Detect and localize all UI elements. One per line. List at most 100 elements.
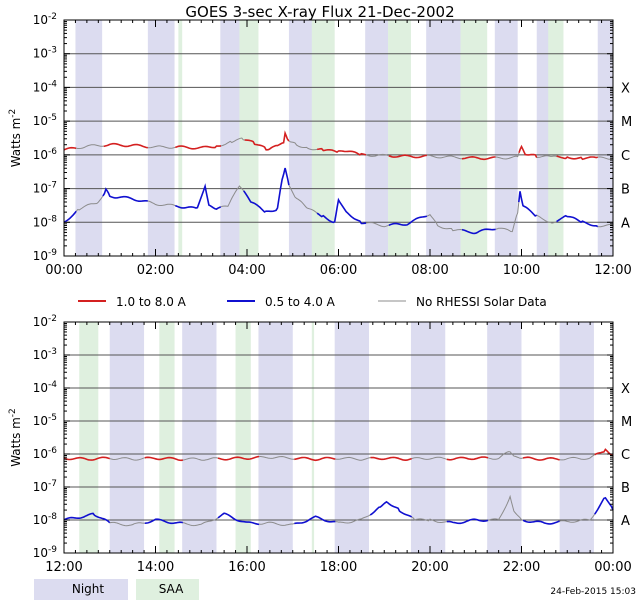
y-tick-label: 10-4 xyxy=(33,380,58,395)
y-tick-label-exponent: -9 xyxy=(48,545,57,555)
y-tick-label-base: 10 xyxy=(33,546,48,560)
series-line-no-rhessi xyxy=(597,156,614,160)
series-line-no-rhessi xyxy=(259,455,295,460)
night-band xyxy=(75,20,103,256)
top-panel-y-axis-label-superscript: -2 xyxy=(8,109,18,118)
x-tick-label: 00:00 xyxy=(594,560,631,575)
series-line-no-rhessi xyxy=(426,154,463,160)
legend-label-no-rhessi: No RHESSI Solar Data xyxy=(416,295,547,309)
saa-band xyxy=(239,20,259,256)
saa-legend-label: SAA xyxy=(159,582,184,596)
series-line-no-rhessi xyxy=(335,514,371,524)
series-line-no-rhessi xyxy=(182,517,219,527)
series-line-short-channel xyxy=(369,500,413,518)
legend-item-long-channel: 1.0 to 8.0 A xyxy=(78,295,187,309)
x-tick-label: 16:00 xyxy=(228,560,265,575)
saa-band xyxy=(311,322,315,553)
y-tick-label-exponent: -4 xyxy=(48,380,57,390)
y-tick-label-base: 10 xyxy=(33,348,48,362)
series-line-long-channel xyxy=(316,147,367,156)
y-tick-label-base: 10 xyxy=(33,114,48,128)
series-line-long-channel xyxy=(461,155,496,161)
flare-class-label: X xyxy=(621,81,630,96)
y-tick-label-exponent: -4 xyxy=(48,79,57,89)
legend: 1.0 to 8.0 A 0.5 to 4.0 A No RHESSI Sola… xyxy=(78,295,547,309)
x-tick-label: 22:00 xyxy=(503,560,540,575)
series-line-no-rhessi xyxy=(109,457,145,461)
night-band xyxy=(494,20,518,256)
y-tick-label-base: 10 xyxy=(33,47,48,61)
series-line-long-channel xyxy=(594,448,614,457)
y-tick-label: 10-7 xyxy=(33,181,57,196)
saa-band xyxy=(548,20,564,256)
series-line-no-rhessi xyxy=(487,451,524,460)
y-tick-label: 10-5 xyxy=(33,113,57,128)
series-line-long-channel xyxy=(522,456,560,461)
y-tick-label: 10-3 xyxy=(33,347,57,362)
y-tick-label-exponent: -2 xyxy=(48,12,57,22)
y-tick-label-exponent: -5 xyxy=(48,113,57,123)
series-line-long-channel xyxy=(556,155,599,161)
y-tick-label-exponent: -3 xyxy=(48,347,57,357)
series-line-short-channel xyxy=(243,167,290,213)
flare-class-label: M xyxy=(621,115,632,130)
night-band xyxy=(597,20,613,256)
series-line-long-channel xyxy=(388,154,428,159)
y-tick-label-base: 10 xyxy=(33,215,48,229)
x-tick-label: 08:00 xyxy=(411,263,448,278)
saa-legend-swatch xyxy=(136,579,199,600)
night-band xyxy=(109,322,145,553)
top-panel-series xyxy=(63,130,614,235)
flare-class-label: A xyxy=(621,216,630,231)
x-tick-label: 00:00 xyxy=(45,263,82,278)
bottom-panel-y-axis-label-superscript: -2 xyxy=(8,408,18,417)
flare-class-label: M xyxy=(621,415,632,430)
series-line-no-rhessi xyxy=(147,200,176,207)
series-line-long-channel xyxy=(63,456,111,461)
series-line-no-rhessi xyxy=(559,513,596,523)
top-panel-frame xyxy=(63,19,614,257)
y-tick-label-base: 10 xyxy=(33,381,48,395)
y-tick-label: 10-7 xyxy=(33,479,57,494)
x-tick-label: 20:00 xyxy=(411,560,448,575)
series-line-long-channel xyxy=(446,456,489,461)
chart-title: GOES 3-sec X-ray Flux 21-Dec-2002 xyxy=(185,3,454,21)
y-tick-label-base: 10 xyxy=(33,249,48,263)
series-line-no-rhessi xyxy=(75,195,104,212)
series-line-short-channel xyxy=(316,197,367,225)
saa-band xyxy=(79,322,99,553)
night-band xyxy=(258,322,293,553)
y-tick-label: 10-3 xyxy=(33,46,57,61)
series-line-short-channel xyxy=(294,515,336,525)
flare-class-label: X xyxy=(621,382,630,397)
y-tick-label: 10-9 xyxy=(33,248,58,263)
y-tick-label: 10-8 xyxy=(33,214,58,229)
series-line-short-channel xyxy=(522,519,560,525)
flare-class-label: B xyxy=(621,481,630,496)
x-tick-label: 06:00 xyxy=(320,263,357,278)
y-tick-label-base: 10 xyxy=(33,148,48,162)
series-line-long-channel xyxy=(294,456,336,462)
legend-item-no-rhessi: No RHESSI Solar Data xyxy=(378,295,547,309)
bottom-panel-y-axis-label: Watts m-2 xyxy=(8,408,23,467)
top-panel-ticks: 10-910-810-710-610-510-410-310-2ABCMX00:… xyxy=(33,12,632,278)
night-band xyxy=(334,322,369,553)
flare-class-label: C xyxy=(621,149,630,164)
band-legend: Night SAA xyxy=(34,579,199,600)
series-line-no-rhessi xyxy=(220,137,245,147)
series-line-short-channel xyxy=(144,518,184,525)
series-line-short-channel xyxy=(446,518,489,525)
y-tick-label: 10-6 xyxy=(33,147,58,162)
y-tick-label-exponent: -2 xyxy=(48,314,57,324)
series-line-long-channel xyxy=(518,144,538,158)
series-line-no-rhessi xyxy=(220,185,245,208)
y-tick-label-base: 10 xyxy=(33,513,48,527)
series-line-short-channel xyxy=(518,191,538,217)
saa-band xyxy=(388,20,411,256)
top-panel-bands xyxy=(75,20,613,256)
series-line-no-rhessi xyxy=(495,202,520,233)
series-line-no-rhessi xyxy=(259,521,295,526)
series-line-no-rhessi xyxy=(76,144,104,149)
y-tick-label-exponent: -7 xyxy=(48,181,57,191)
night-band xyxy=(410,322,446,553)
